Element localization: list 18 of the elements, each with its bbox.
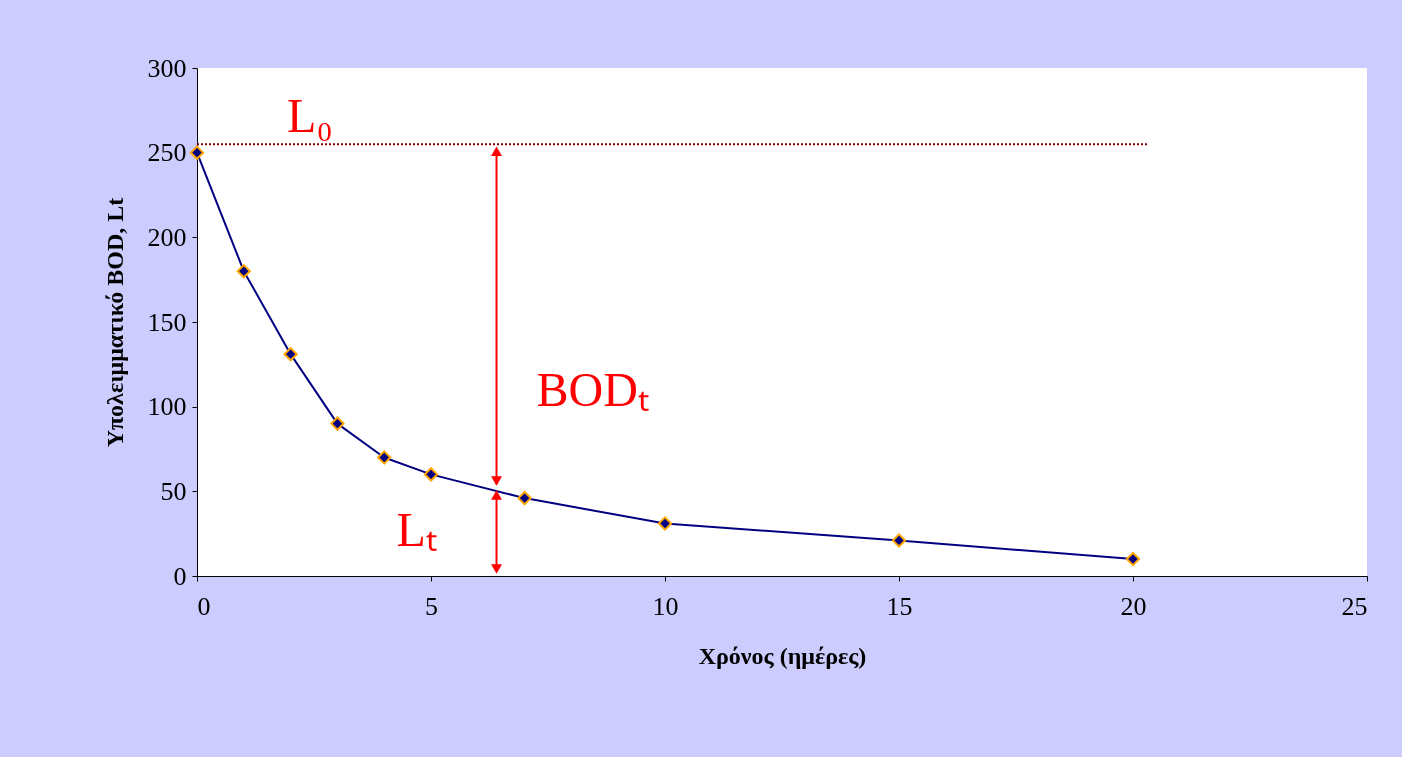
x-axis-title: Χρόνος (ημέρες) (698, 642, 867, 669)
y-tick-label: 50 (160, 476, 187, 506)
x-tick-label: 20 (1120, 591, 1147, 621)
x-tick-label: 10 (652, 591, 679, 621)
ref-line-label: L₀ (287, 89, 334, 143)
x-tick-label: 0 (197, 591, 211, 621)
y-tick-label: 0 (173, 561, 187, 591)
y-tick-label: 250 (147, 138, 187, 168)
y-axis-title: Υπολειμματικό BOD, Lt (101, 197, 128, 448)
y-tick-label: 100 (147, 392, 187, 422)
y-tick-label: 300 (147, 53, 187, 83)
y-tick-label: 150 (147, 307, 187, 337)
x-tick-label: 25 (1341, 591, 1368, 621)
annotation: BODₜ (536, 363, 649, 417)
annotation: Lₜ (396, 502, 437, 556)
x-tick-label: 5 (425, 591, 438, 621)
y-tick-label: 200 (147, 222, 187, 252)
x-tick-label: 15 (886, 591, 913, 621)
